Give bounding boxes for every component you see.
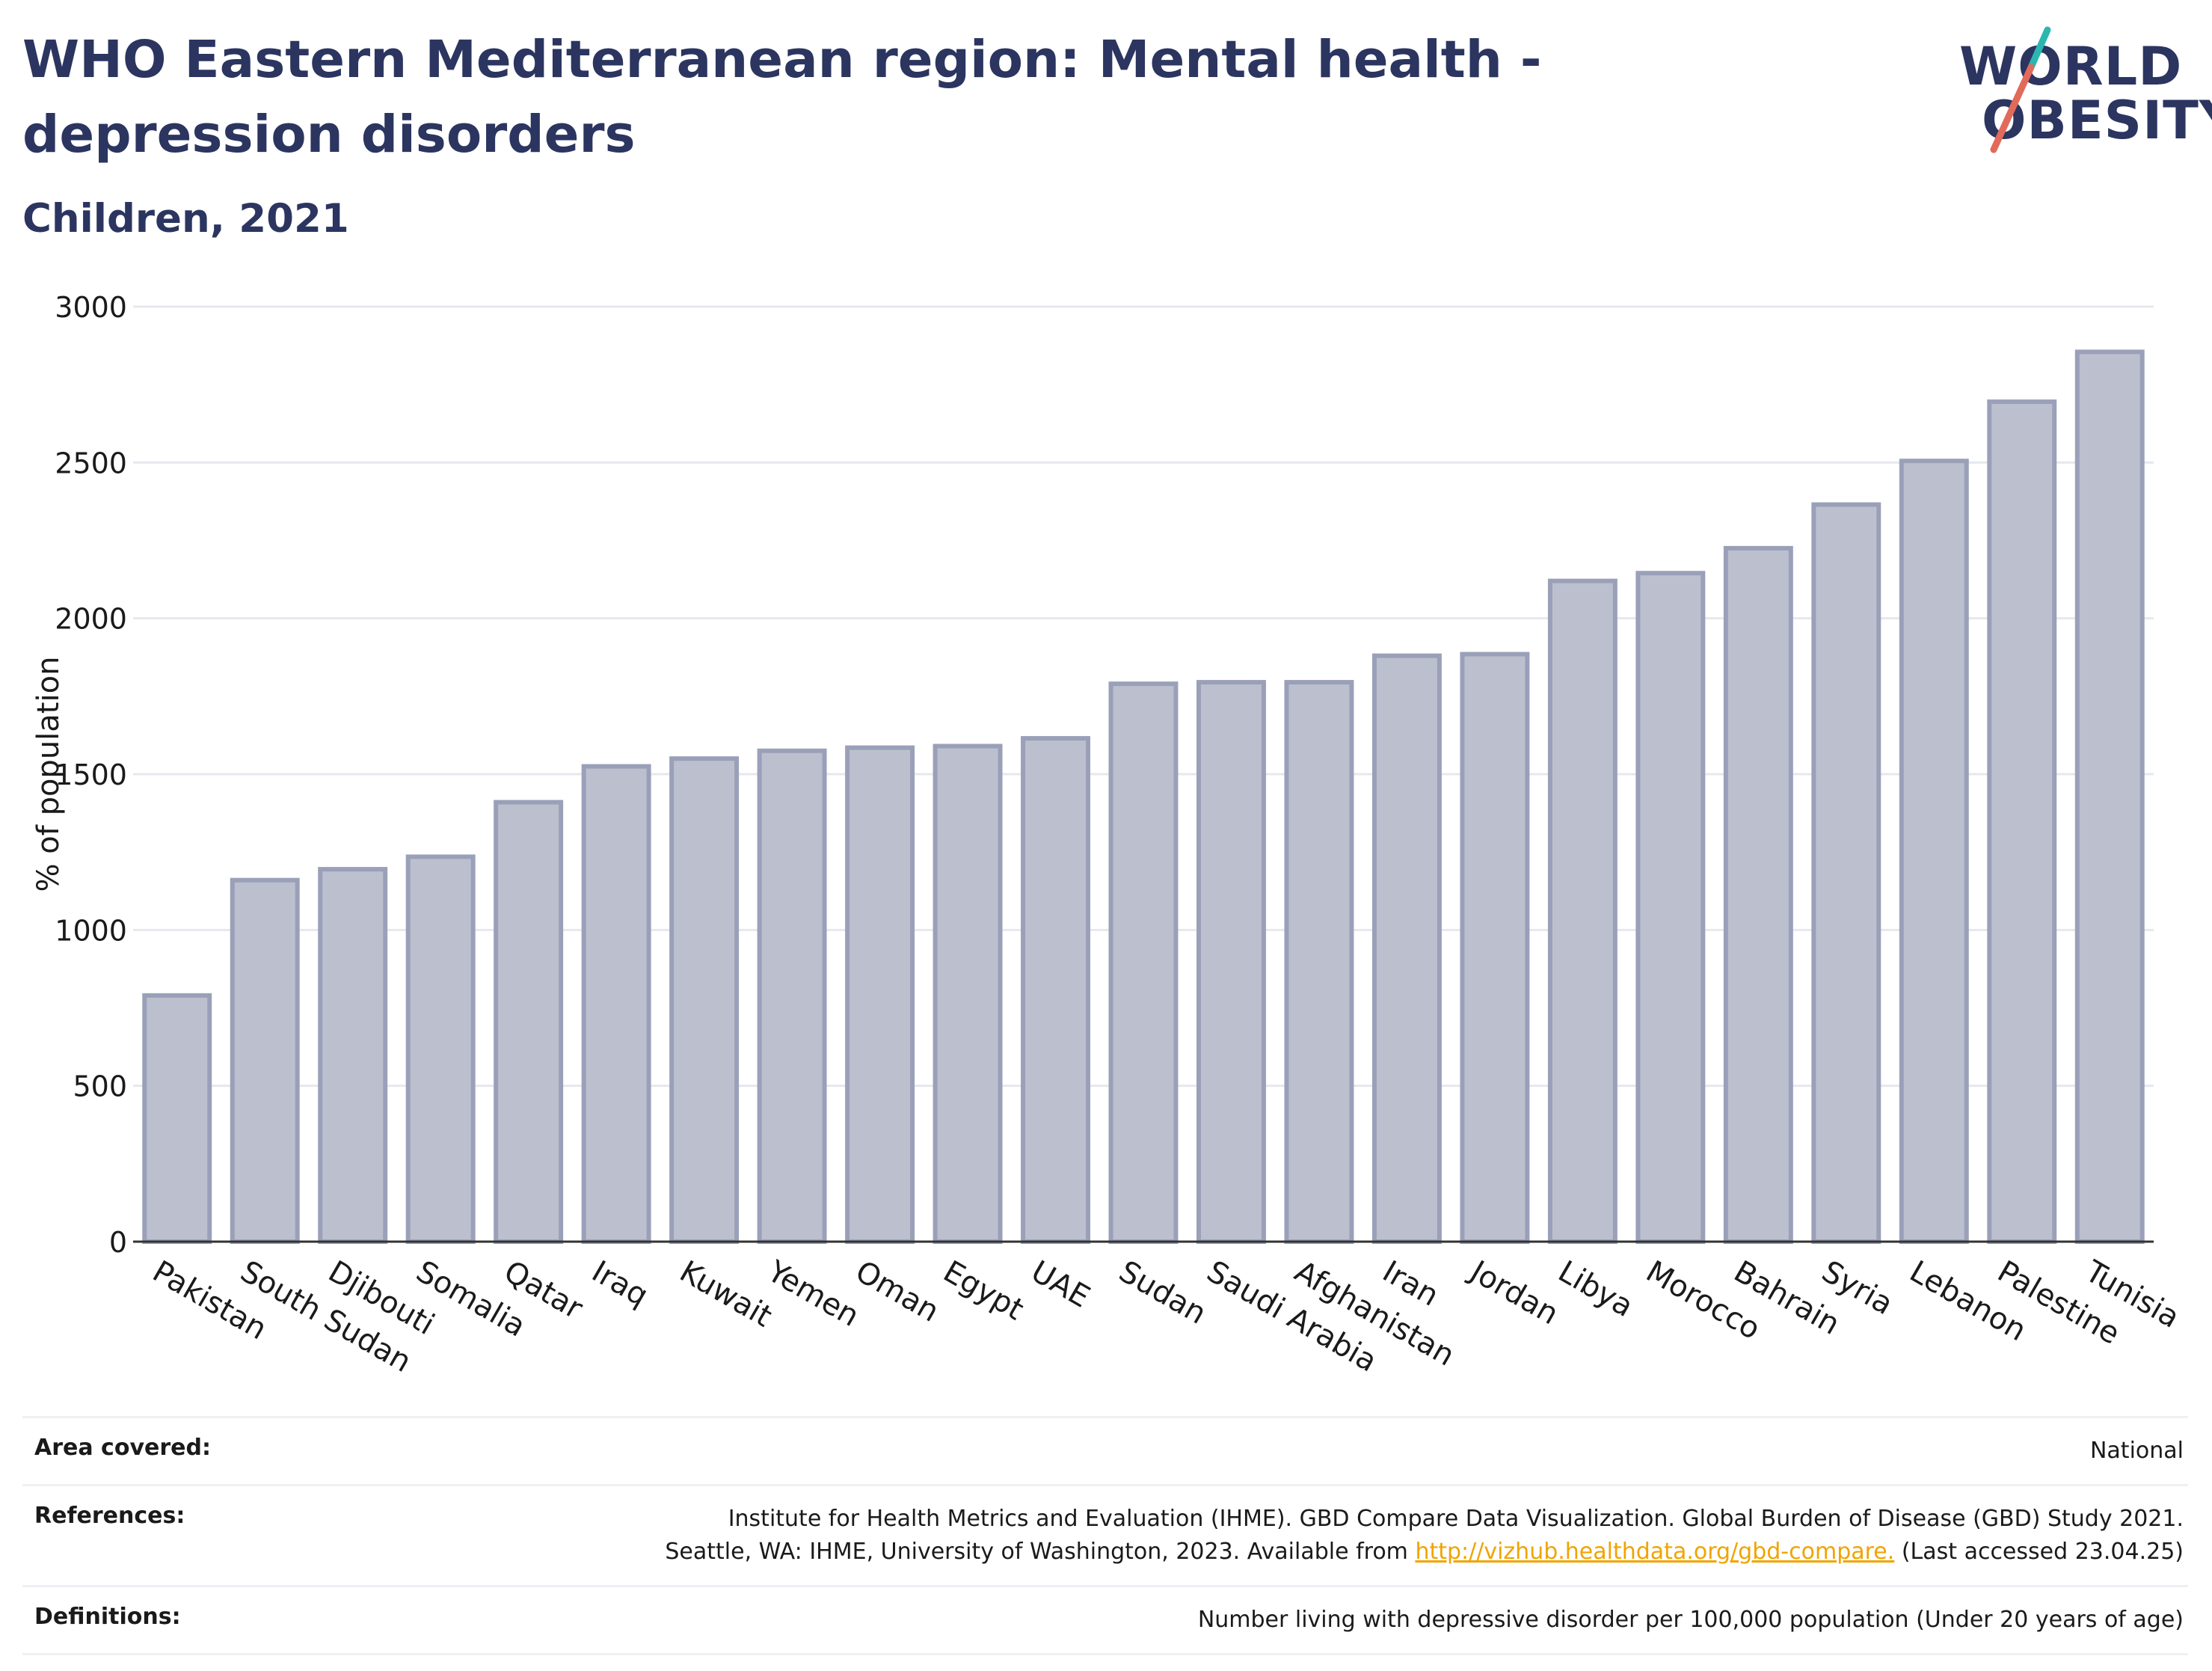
x-tick-label: Iraq: [586, 1254, 654, 1313]
world-obesity-logo: WORLD OBESITY: [1959, 22, 2212, 157]
y-tick-label: 1500: [55, 758, 127, 791]
bar-qatar[interactable]: [494, 800, 564, 1244]
bar-morocco[interactable]: [1635, 571, 1706, 1244]
bar-lebanon[interactable]: [1899, 459, 1969, 1244]
bar-djibouti[interactable]: [318, 867, 388, 1244]
x-tick-label: Yemen: [761, 1254, 865, 1334]
page-subtitle: Children, 2021: [22, 196, 349, 242]
references-value: Institute for Health Metrics and Evaluat…: [665, 1486, 2188, 1585]
page-title: WHO Eastern Mediterranean region: Mental…: [22, 30, 1542, 165]
bar-palestine[interactable]: [1987, 399, 2057, 1244]
y-tick-label: 3000: [55, 291, 127, 324]
x-tick-label: Egypt: [938, 1254, 1030, 1328]
bar-pakistan[interactable]: [142, 993, 212, 1244]
references-line-2-text: Seattle, WA: IHME, University of Washing…: [665, 1539, 1416, 1565]
x-tick-label: UAE: [1025, 1254, 1096, 1315]
y-tick-label: 2000: [55, 603, 127, 636]
logo-word-obesity: OBESITY: [1982, 90, 2212, 151]
y-tick-label: 0: [109, 1226, 127, 1259]
y-tick-label: 500: [73, 1070, 127, 1103]
definitions-label: Definitions:: [34, 1604, 181, 1630]
bar-libya[interactable]: [1547, 578, 1617, 1244]
bar-afghanistan[interactable]: [1284, 680, 1354, 1244]
y-axis-label: % of population: [31, 657, 66, 892]
x-tick-label: Jordan: [1463, 1253, 1564, 1331]
bar-jordan[interactable]: [1460, 651, 1530, 1244]
footer-row-area: Area covered: National: [22, 1416, 2188, 1484]
references-line-2: Seattle, WA: IHME, University of Washing…: [665, 1536, 2184, 1569]
area-value: National: [2089, 1438, 2184, 1464]
bar-syria[interactable]: [1811, 502, 1881, 1245]
chart-bars: [142, 349, 2145, 1245]
logo-slash-icon: [1990, 26, 2051, 153]
y-tick-label: 1000: [55, 914, 127, 947]
footer-row-definitions: Definitions: Number living with depressi…: [22, 1585, 2188, 1655]
references-accessed: (Last accessed 23.04.25): [1894, 1539, 2184, 1565]
x-tick-label: Sudan: [1113, 1254, 1212, 1331]
bar-iran[interactable]: [1371, 653, 1442, 1244]
x-tick-label: Libya: [1552, 1254, 1639, 1324]
references-link[interactable]: http://vizhub.healthdata.org/gbd-compare…: [1415, 1539, 1895, 1565]
y-tick-label: 2500: [55, 447, 127, 479]
bar-saudi-arabia[interactable]: [1196, 680, 1266, 1244]
bar-oman[interactable]: [845, 745, 915, 1244]
bar-south-sudan[interactable]: [230, 877, 300, 1245]
x-tick-label: Oman: [850, 1254, 944, 1329]
bar-iraq[interactable]: [581, 764, 651, 1244]
bar-bahrain[interactable]: [1723, 545, 1793, 1244]
footer-table: Area covered: National References: Insti…: [22, 1416, 2188, 1655]
logo-word-world: WORLD: [1959, 36, 2183, 97]
bar-kuwait[interactable]: [669, 756, 740, 1244]
area-label: Area covered:: [34, 1435, 211, 1461]
references-line-1: Institute for Health Metrics and Evaluat…: [728, 1506, 2184, 1532]
bar-sudan[interactable]: [1108, 681, 1179, 1244]
bar-egypt[interactable]: [933, 743, 1003, 1244]
bar-yemen[interactable]: [757, 748, 827, 1244]
bar-uae[interactable]: [1021, 736, 1090, 1244]
footer-row-references: References: Institute for Health Metrics…: [22, 1484, 2188, 1585]
bar-somalia[interactable]: [405, 854, 476, 1244]
definitions-value: Number living with depressive disorder p…: [1197, 1607, 2184, 1633]
x-tick-label: Kuwait: [674, 1254, 778, 1334]
y-axis-ticks: 0 500 1000 1500 2000 2500 3000: [55, 291, 127, 1259]
references-label: References:: [34, 1503, 185, 1529]
bar-tunisia[interactable]: [2074, 349, 2145, 1245]
